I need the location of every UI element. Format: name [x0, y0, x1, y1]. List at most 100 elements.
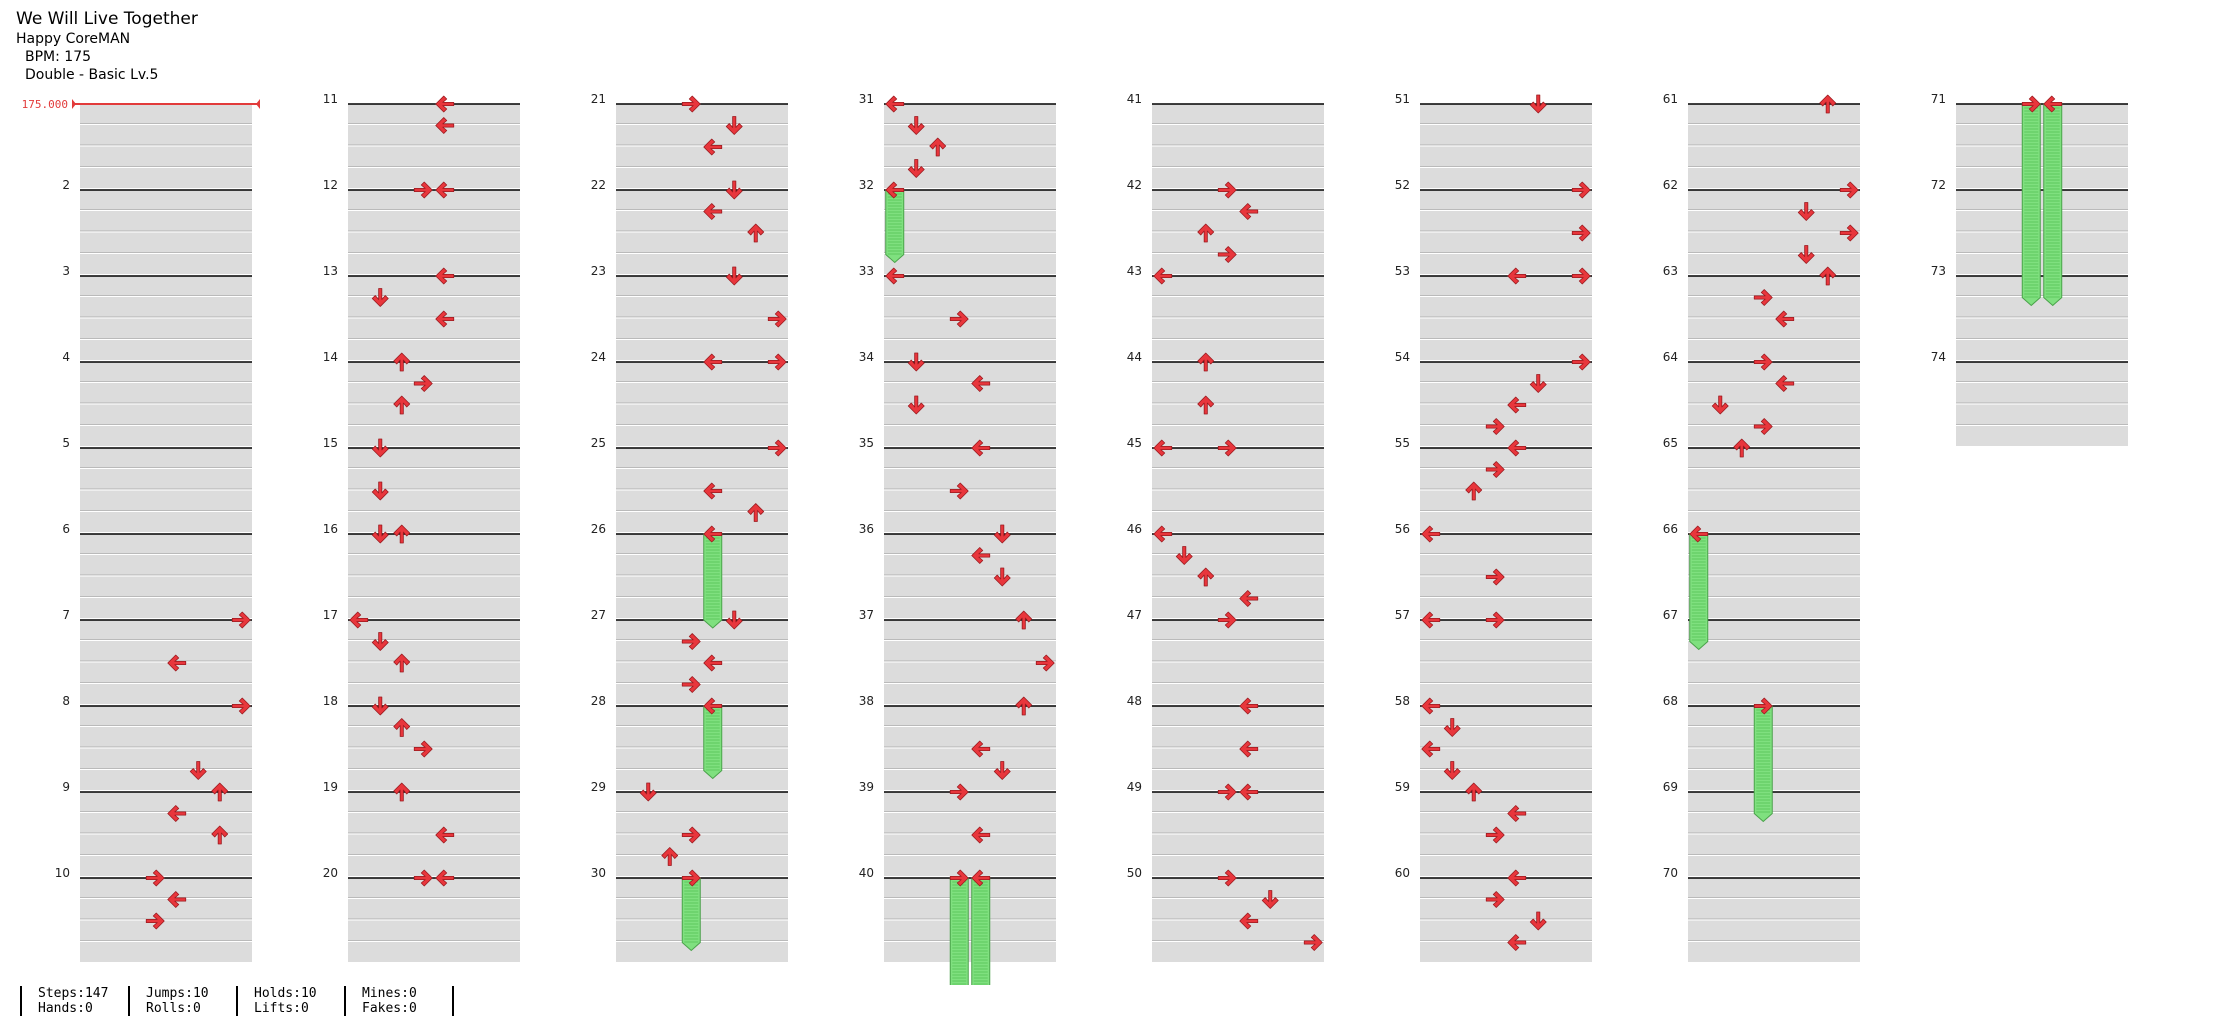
- arrow-shape: [435, 181, 455, 199]
- arrow-up-icon: [661, 847, 679, 866]
- measure-20: 20: [323, 866, 520, 962]
- measure-number: 70: [1663, 866, 1678, 880]
- arrow-down-icon: [725, 266, 743, 286]
- beat-band: [348, 619, 520, 640]
- beat-band: [616, 662, 788, 683]
- measure-number: 23: [591, 264, 606, 278]
- measure-number: 3: [62, 264, 70, 278]
- measure-55: 55: [1395, 436, 1592, 532]
- arrow-shape: [435, 267, 455, 285]
- beat-band: [1420, 447, 1592, 468]
- beat-band: [348, 555, 520, 575]
- beat-band: [1688, 576, 1860, 597]
- arrow-shape: [1753, 353, 1773, 371]
- beat-band: [884, 254, 1056, 274]
- beat-band: [1420, 211, 1592, 231]
- arrow-shape: [971, 439, 991, 457]
- beat-band: [80, 619, 252, 640]
- measure-41: 41: [1127, 92, 1324, 188]
- beat-band: [348, 404, 520, 425]
- beat-band: [1420, 834, 1592, 855]
- arrow-shape: [371, 696, 389, 716]
- arrow-down-icon: [907, 395, 925, 415]
- beat-band: [80, 555, 252, 575]
- beat-band: [884, 598, 1056, 618]
- arrow-shape: [167, 654, 187, 672]
- measure-number: 40: [859, 866, 874, 880]
- arrow-shape: [1217, 869, 1237, 887]
- arrow-right-icon: [1217, 246, 1237, 263]
- hold-body: [681, 877, 701, 952]
- arrow-right-icon: [949, 482, 969, 500]
- beat-band: [616, 856, 788, 876]
- beat-band: [80, 641, 252, 661]
- beat-band: [616, 619, 788, 640]
- beat-band: [80, 189, 252, 210]
- arrow-left-icon: [885, 95, 905, 113]
- arrow-right-icon: [1571, 181, 1591, 199]
- beat-band: [1420, 254, 1592, 274]
- arrow-right-icon: [1753, 418, 1773, 435]
- arrow-down-icon: [371, 438, 389, 458]
- arrow-shape: [885, 181, 905, 199]
- beat-band: [1420, 340, 1592, 360]
- arrow-shape: [747, 503, 765, 522]
- arrow-shape: [1261, 890, 1279, 909]
- measure-number: 20: [323, 866, 338, 880]
- measure-number: 74: [1931, 350, 1946, 364]
- beat-band: [1420, 383, 1592, 403]
- measure-number: 22: [591, 178, 606, 192]
- arrow-shape: [413, 740, 433, 758]
- measure-number: 67: [1663, 608, 1678, 622]
- beat-band: [1420, 813, 1592, 833]
- beat-band: [348, 490, 520, 511]
- arrow-left-icon: [971, 826, 991, 844]
- arrow-shape: [349, 611, 369, 629]
- arrow-shape: [1035, 654, 1055, 672]
- arrow-shape: [1197, 352, 1215, 372]
- measure-7: 7: [62, 608, 252, 704]
- beat-band: [1688, 770, 1860, 790]
- arrow-left-icon: [703, 203, 723, 220]
- measure-number: 18: [323, 694, 338, 708]
- arrow-left-icon: [167, 891, 187, 908]
- beat-band: [1420, 619, 1592, 640]
- measure-13: 13: [323, 264, 520, 360]
- beat-band: [1688, 512, 1860, 532]
- measure-number: 72: [1931, 178, 1946, 192]
- beat-band: [884, 426, 1056, 446]
- beat-band: [348, 727, 520, 747]
- arrow-shape: [725, 116, 743, 135]
- measure-number: 21: [591, 92, 606, 106]
- beat-band: [1152, 942, 1324, 962]
- beat-band: [1152, 146, 1324, 167]
- beat-band: [80, 942, 252, 962]
- beat-band: [348, 942, 520, 962]
- beat-band: [80, 254, 252, 274]
- beat-band: [1688, 469, 1860, 489]
- measure-number: 41: [1127, 92, 1142, 106]
- arrow-left-icon: [435, 267, 455, 285]
- measure-46: 46: [1127, 522, 1324, 618]
- beat-band: [348, 770, 520, 790]
- measure-number: 43: [1127, 264, 1142, 278]
- arrow-up-icon: [393, 352, 411, 372]
- hold-body: [703, 705, 723, 780]
- measure-number: 4: [62, 350, 70, 364]
- measure-number: 73: [1931, 264, 1946, 278]
- beat-band: [1152, 813, 1324, 833]
- beat-band: [1688, 813, 1860, 833]
- measure-number: 69: [1663, 780, 1678, 794]
- beat-band: [80, 318, 252, 339]
- beat-band: [1420, 125, 1592, 145]
- arrow-shape: [767, 310, 787, 328]
- arrow-up-icon: [393, 524, 411, 544]
- measure-4: 4: [62, 350, 252, 446]
- beat-band: [1420, 275, 1592, 296]
- arrow-up-icon: [1465, 481, 1483, 501]
- measure-number: 52: [1395, 178, 1410, 192]
- arrow-down-icon: [1797, 202, 1815, 221]
- beat-band: [616, 318, 788, 339]
- arrow-up-icon: [1197, 352, 1215, 372]
- beat-band: [616, 168, 788, 188]
